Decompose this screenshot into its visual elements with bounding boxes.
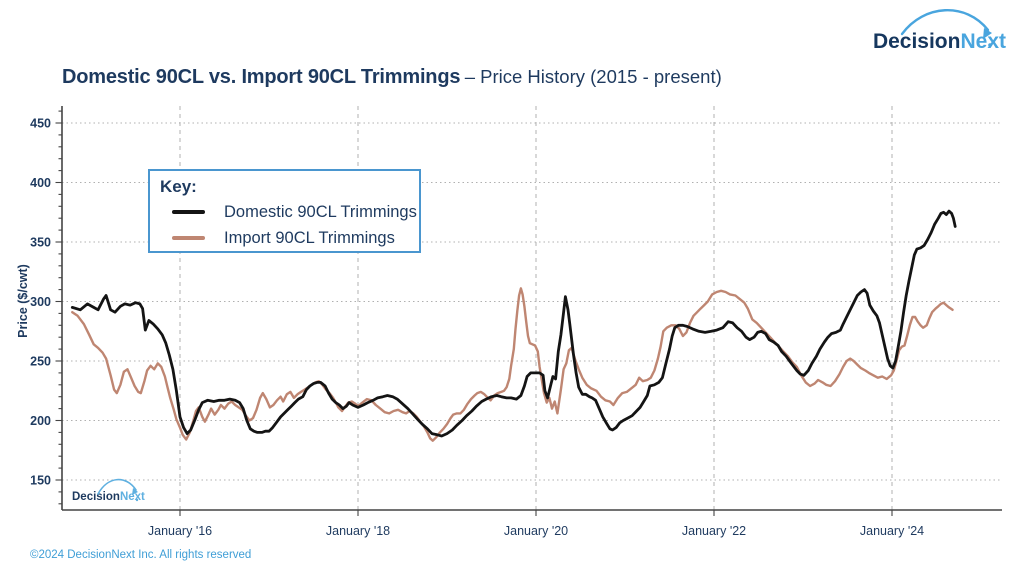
watermark-logo: DecisionNext <box>72 487 145 505</box>
svg-text:January '24: January '24 <box>860 524 924 538</box>
legend-item-import: Import 90CL Trimmings <box>172 227 419 249</box>
domestic-price-line <box>70 209 957 438</box>
watermark-text-dark: Decision <box>72 491 120 503</box>
domestic-line-swatch <box>172 210 205 214</box>
title-subtitle: – Price History (2015 - present) <box>464 66 722 87</box>
import-line-swatch <box>172 236 205 240</box>
svg-text:400: 400 <box>30 176 51 190</box>
series-lines <box>70 209 957 442</box>
y-ticks <box>55 110 62 505</box>
svg-text:450: 450 <box>30 117 51 131</box>
title-main: Domestic 90CL vs. Import 90CL Trimmings <box>62 66 461 88</box>
svg-text:January '16: January '16 <box>148 524 212 538</box>
svg-text:January '20: January '20 <box>504 524 568 538</box>
page-title: Domestic 90CL vs. Import 90CL Trimmings … <box>62 66 722 89</box>
svg-text:350: 350 <box>30 236 51 250</box>
decisionnext-logo: DecisionNext <box>873 30 1006 54</box>
legend-box: Key: Domestic 90CL Trimmings Import 90CL… <box>148 169 421 253</box>
v-gridlines <box>179 106 893 510</box>
svg-text:250: 250 <box>30 355 51 369</box>
x-ticks <box>179 510 893 516</box>
svg-text:200: 200 <box>30 414 51 428</box>
legend-title: Key: <box>160 177 197 196</box>
x-tick-labels: January '16 January '18 January '20 January… <box>148 524 924 538</box>
y-tick-labels: 150 200 250 300 350 400 450 <box>30 117 51 488</box>
svg-text:150: 150 <box>30 474 51 488</box>
legend-label-domestic: Domestic 90CL Trimmings <box>224 202 417 221</box>
legend-label-import: Import 90CL Trimmings <box>224 228 395 247</box>
svg-text:300: 300 <box>30 295 51 309</box>
logo-text-dark: Decision <box>872 30 961 53</box>
axes <box>61 106 1002 511</box>
svg-text:January '22: January '22 <box>682 524 746 538</box>
copyright-text: ©2024 DecisionNext Inc. All rights reser… <box>30 549 252 561</box>
legend-item-domestic: Domestic 90CL Trimmings <box>172 201 419 223</box>
svg-text:January '18: January '18 <box>326 524 390 538</box>
watermark-text-light: Next <box>119 491 145 503</box>
y-axis-label: Price ($/cwt) <box>16 264 30 338</box>
logo-text-light: Next <box>960 30 1006 53</box>
import-price-line <box>71 287 954 442</box>
